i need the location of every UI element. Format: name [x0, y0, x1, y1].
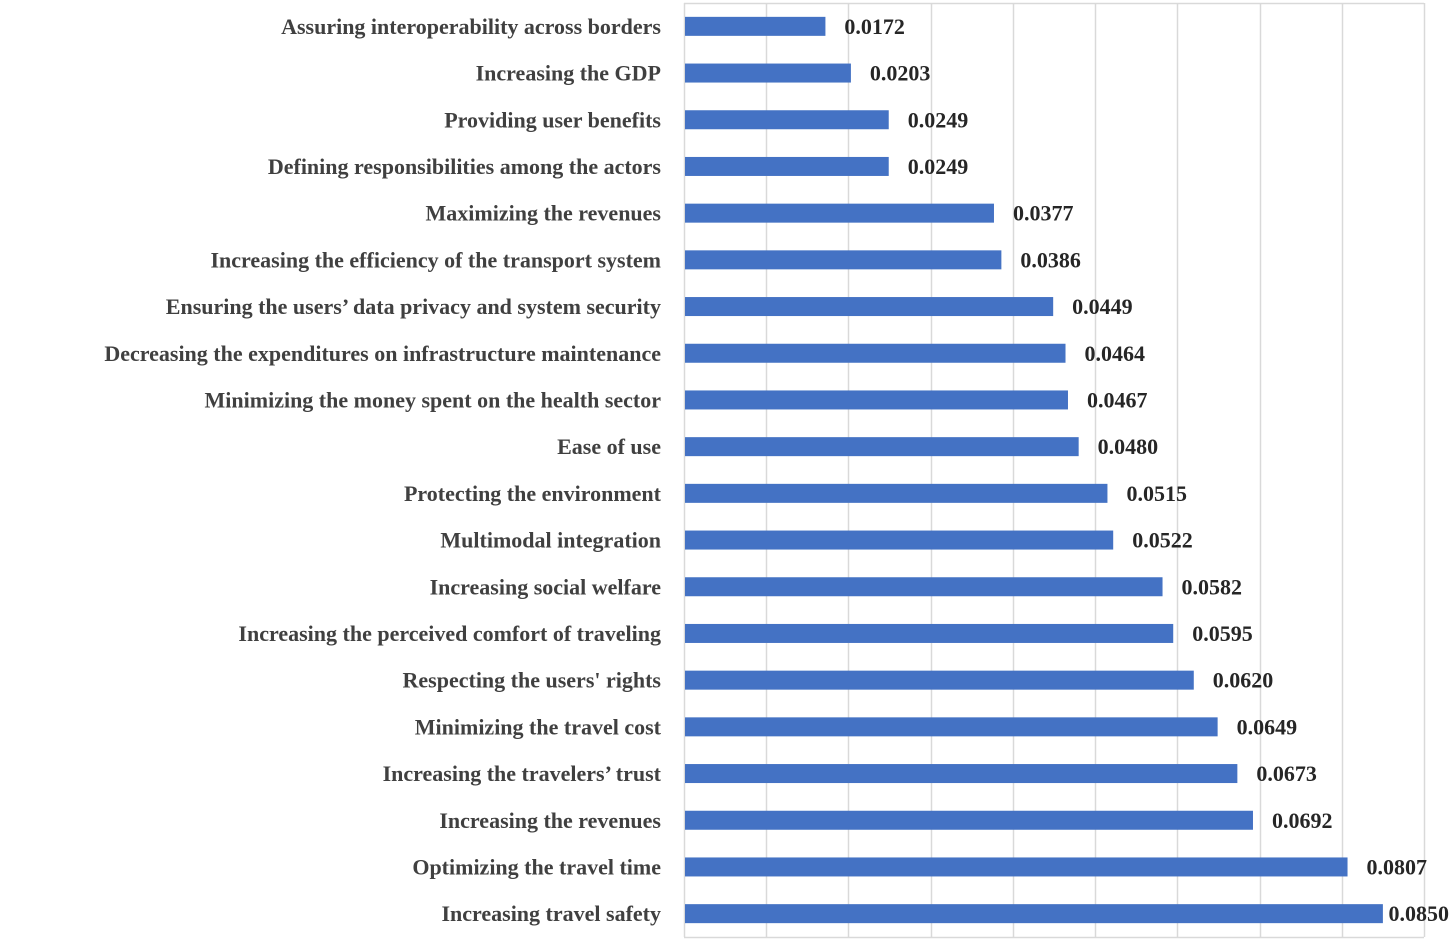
data-label: 0.0850 [1389, 901, 1450, 926]
bar [685, 483, 1108, 503]
category-label: Ease of use [557, 434, 661, 459]
bar [685, 717, 1218, 737]
category-label: Increasing the perceived comfort of trav… [238, 621, 661, 646]
data-label: 0.0515 [1126, 481, 1187, 506]
data-label: 0.0595 [1192, 621, 1253, 646]
data-label: 0.0522 [1132, 528, 1193, 553]
bar [685, 343, 1066, 363]
data-label: 0.0807 [1367, 854, 1428, 879]
bar [685, 810, 1253, 830]
category-label: Increasing the efficiency of the transpo… [210, 247, 661, 272]
category-label: Increasing social welfare [430, 574, 662, 599]
bar [685, 623, 1174, 643]
data-label: 0.0377 [1013, 201, 1074, 226]
category-label: Minimizing the money spent on the health… [205, 387, 662, 412]
category-label: Providing user benefits [444, 107, 661, 132]
bars [685, 16, 1383, 924]
data-label: 0.0692 [1272, 808, 1333, 833]
bar [685, 390, 1068, 410]
data-label: 0.0249 [908, 107, 969, 132]
data-label: 0.0172 [844, 14, 905, 39]
bar [685, 63, 851, 83]
bar [685, 156, 889, 176]
data-label: 0.0249 [908, 154, 969, 179]
category-label: Increasing the GDP [476, 61, 661, 86]
data-label: 0.0449 [1072, 294, 1133, 319]
data-label: 0.0620 [1213, 668, 1274, 693]
bar [685, 857, 1348, 877]
bar [685, 764, 1238, 784]
data-label: 0.0467 [1087, 387, 1148, 412]
bar [685, 297, 1054, 317]
category-label: Decreasing the expenditures on infrastru… [104, 341, 661, 366]
category-label: Ensuring the users’ data privacy and sys… [166, 294, 661, 319]
category-label: Defining responsibilities among the acto… [268, 154, 662, 179]
bar [685, 530, 1114, 550]
data-label: 0.0464 [1085, 341, 1146, 366]
category-label: Protecting the environment [404, 481, 662, 506]
category-label: Maximizing the revenues [426, 201, 662, 226]
category-label: Minimizing the travel cost [415, 714, 662, 739]
category-label: Increasing travel safety [441, 901, 661, 926]
category-label: Optimizing the travel time [412, 854, 661, 879]
category-label: Increasing the revenues [439, 808, 661, 833]
bar [685, 250, 1002, 270]
data-label: 0.0582 [1182, 574, 1243, 599]
grid-lines [683, 2, 1426, 939]
bar [685, 16, 826, 36]
category-label: Multimodal integration [440, 528, 661, 553]
bar [685, 577, 1163, 597]
data-label: 0.0203 [870, 61, 931, 86]
category-labels: Assuring interoperability across borders… [104, 14, 661, 926]
value-labels: 0.0172 0.0203 0.0249 0.0249 0.0377 0.0386 0.04… [844, 14, 1449, 926]
bar [685, 670, 1194, 690]
bar [685, 437, 1079, 457]
bar [685, 904, 1383, 924]
category-label: Increasing the travelers’ trust [383, 761, 662, 786]
bar [685, 110, 889, 130]
data-label: 0.0673 [1256, 761, 1317, 786]
data-label: 0.0386 [1020, 247, 1081, 272]
category-label: Respecting the users' rights [403, 668, 662, 693]
data-label: 0.0480 [1098, 434, 1159, 459]
category-label: Assuring interoperability across borders [281, 14, 661, 39]
data-label: 0.0649 [1237, 714, 1298, 739]
bar [685, 203, 994, 223]
